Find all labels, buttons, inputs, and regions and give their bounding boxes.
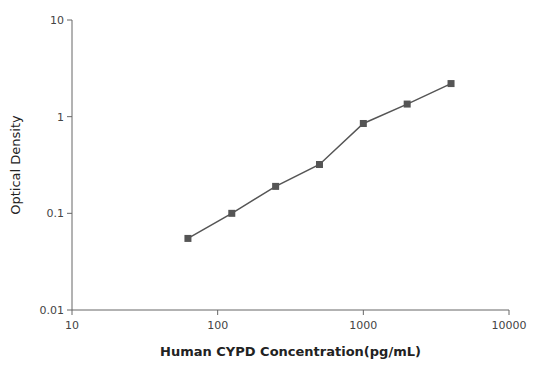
x-tick-label: 10000 bbox=[492, 319, 527, 332]
marker bbox=[272, 183, 279, 190]
x-tick bbox=[509, 310, 510, 315]
y-tick bbox=[67, 20, 72, 21]
y-tick-label: 0.01 bbox=[40, 304, 65, 317]
marker bbox=[316, 161, 323, 168]
y-axis-line bbox=[72, 20, 73, 310]
y-tick bbox=[67, 213, 72, 214]
x-tick bbox=[363, 310, 364, 315]
x-axis-label: Human CYPD Concentration(pg/mL) bbox=[160, 344, 421, 359]
y-tick-label: 1 bbox=[57, 111, 64, 124]
x-tick-label: 10 bbox=[65, 319, 79, 332]
chart: 10 100 1000 10000 0.01 0.1 1 10 Human CYPD Conce… bbox=[0, 0, 533, 372]
x-tick bbox=[72, 310, 73, 315]
y-tick-label: 0.1 bbox=[47, 207, 65, 220]
x-tick bbox=[217, 310, 218, 315]
y-tick bbox=[67, 116, 72, 117]
x-axis-line bbox=[72, 310, 509, 311]
plot-area bbox=[184, 80, 454, 242]
x-tick-label: 100 bbox=[207, 319, 228, 332]
x-tick-label: 1000 bbox=[349, 319, 377, 332]
marker bbox=[448, 80, 455, 87]
marker bbox=[228, 210, 235, 217]
y-axis-label: Optical Density bbox=[8, 115, 23, 215]
marker bbox=[184, 235, 191, 242]
line bbox=[188, 84, 451, 239]
marker bbox=[404, 101, 411, 108]
y-tick bbox=[67, 310, 72, 311]
marker bbox=[360, 120, 367, 127]
y-tick-label: 10 bbox=[50, 14, 64, 27]
